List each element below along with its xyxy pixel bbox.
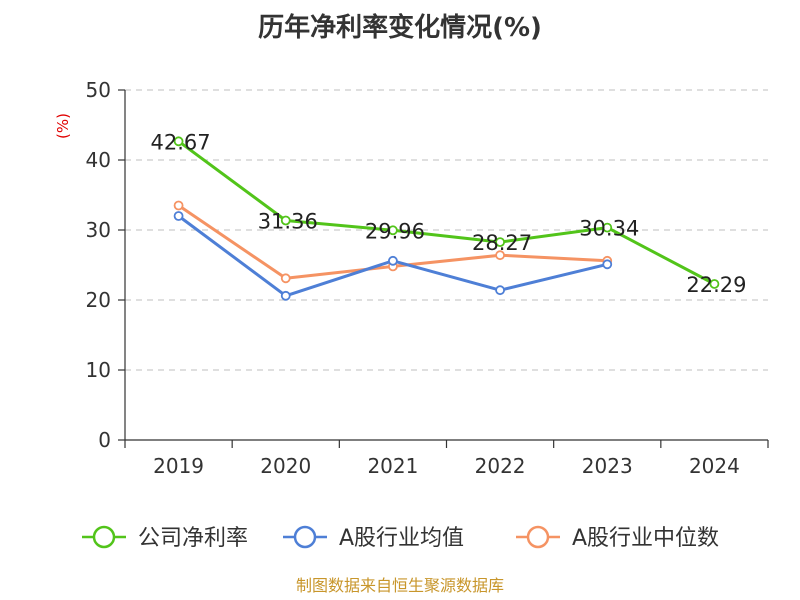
data-point xyxy=(495,250,505,261)
data-point xyxy=(280,273,291,284)
x-tick-label: 2020 xyxy=(260,454,311,478)
grid-lines xyxy=(125,89,768,371)
data-point xyxy=(173,136,184,147)
data-point xyxy=(173,211,184,221)
data-label: 31.36 xyxy=(258,209,318,233)
source-note: 制图数据来自恒生聚源数据库 xyxy=(296,576,504,595)
data-label: 28.27 xyxy=(472,231,532,255)
x-tick-label: 2021 xyxy=(367,454,418,478)
y-tick-label: 50 xyxy=(86,78,111,102)
legend-label: A股行业中位数 xyxy=(572,526,719,551)
data-point xyxy=(602,222,613,233)
data-point xyxy=(280,290,291,301)
legend-item-0: 公司净利率 xyxy=(82,525,248,551)
legend-label: A股行业均值 xyxy=(339,526,464,551)
data-point xyxy=(495,285,505,296)
y-tick-label: 30 xyxy=(86,218,111,242)
legend-item-1: A股行业均值 xyxy=(283,525,464,551)
axes: 0 10 20 30 40 50 2019 2020 2021 2022 2023 2024 xyxy=(86,78,769,478)
x-tick-label: 2022 xyxy=(475,454,526,478)
x-tick-label: 2024 xyxy=(689,454,740,478)
legend-marker xyxy=(526,525,550,549)
legend: 公司净利率 A股行业均值 A股行业中位数 xyxy=(82,525,719,551)
y-tick-label: 10 xyxy=(86,358,111,382)
data-labels: 42.67 31.36 29.96 28.27 30.34 22.29 xyxy=(151,130,747,297)
x-tick-label: 2019 xyxy=(153,454,204,478)
y-tick-label: 20 xyxy=(86,288,111,312)
legend-marker xyxy=(293,525,317,549)
data-point xyxy=(495,237,505,248)
legend-item-2: A股行业中位数 xyxy=(516,525,719,551)
legend-marker xyxy=(92,525,116,549)
y-axis-unit: (%) xyxy=(54,113,72,139)
data-label: 30.34 xyxy=(579,217,639,241)
chart-title: 历年净利率变化情况(%) xyxy=(258,12,542,43)
series-line-0 xyxy=(177,140,716,286)
data-label: 42.67 xyxy=(151,130,211,154)
data-point xyxy=(280,215,291,226)
series-layer xyxy=(173,136,720,301)
legend-label: 公司净利率 xyxy=(138,526,248,551)
data-point xyxy=(388,255,398,266)
data-label: 22.29 xyxy=(686,273,746,297)
data-point xyxy=(602,259,613,270)
data-point xyxy=(709,279,720,289)
data-point xyxy=(388,225,398,236)
x-tick-label: 2023 xyxy=(582,454,633,478)
y-tick-label: 40 xyxy=(86,148,111,172)
data-point xyxy=(173,200,184,211)
data-label: 29.96 xyxy=(365,219,425,243)
y-tick-label: 0 xyxy=(98,428,111,452)
